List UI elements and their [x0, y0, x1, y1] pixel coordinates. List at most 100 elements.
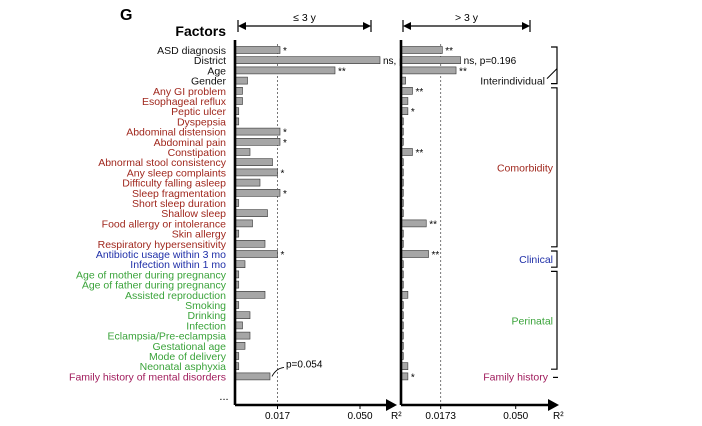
bar	[234, 76, 248, 85]
bar	[234, 372, 271, 381]
significance-label: *	[283, 138, 287, 149]
factor-label: Shallow sleep	[161, 208, 226, 220]
significance-label: ns, p=0.196	[464, 56, 517, 67]
factor-label: Age of father during pregnancy	[82, 280, 227, 292]
factor-label: Any sleep complaints	[127, 167, 226, 179]
factor-label: ASD diagnosis	[157, 45, 226, 57]
factor-label: Food allergy or intolerance	[102, 218, 226, 230]
group-bracket	[551, 270, 558, 370]
bar	[234, 127, 281, 136]
factor-label: Age of mother during pregnancy	[76, 269, 227, 281]
factor-label: Assisted reproduction	[125, 290, 226, 302]
x-axis-label: R²	[553, 411, 564, 422]
factor-label: Smoking	[185, 300, 226, 312]
factor-label: Abnormal stool consistency	[98, 157, 227, 169]
bar	[234, 209, 268, 217]
significance-label: **	[415, 87, 423, 98]
bar	[234, 66, 336, 75]
x-axis-label: R²	[391, 411, 402, 422]
x-tick-label: 0.050	[503, 411, 528, 422]
group-label: Clinical	[519, 254, 553, 266]
bar	[234, 56, 381, 65]
factor-label: Esophageal reflux	[142, 96, 227, 108]
bar	[234, 219, 253, 228]
factor-label: Short sleep duration	[132, 198, 226, 210]
factor-label: Respiratory hypersensitivity	[98, 239, 227, 251]
x-axis-arrow	[386, 399, 397, 411]
factor-label: Gestational age	[152, 341, 226, 353]
factor-label: Eclampsia/Pre-eclampsia	[108, 331, 227, 343]
group-bracket	[551, 46, 558, 85]
callout-label: p=0.054	[286, 359, 323, 370]
factor-label: Any GI problem	[153, 86, 226, 98]
bar	[234, 240, 266, 248]
x-tick-label: 0.017	[265, 411, 290, 422]
bar	[400, 66, 457, 75]
bar	[234, 138, 281, 146]
significance-label: *	[281, 168, 285, 179]
panel-label: G	[120, 7, 132, 24]
significance-label: **	[415, 148, 423, 159]
significance-label: **	[429, 219, 437, 230]
callout-line	[271, 366, 285, 377]
group-brackets: Interindividual Comorbidity Clinical Perina…	[480, 46, 558, 383]
factor-label: Family history of mental disorders	[69, 371, 226, 383]
arrow-head-right	[522, 22, 530, 30]
factor-label: Age	[207, 65, 226, 77]
factor-label: Sleep fragmentation	[132, 188, 226, 200]
factor-label: Drinking	[187, 310, 226, 322]
panel-title: ≤ 3 y	[293, 12, 316, 24]
factor-label: Gender	[191, 76, 227, 88]
panel-title: > 3 y	[455, 12, 479, 24]
factor-label: Skin allergy	[172, 229, 227, 241]
bar	[234, 311, 251, 320]
bar	[234, 250, 278, 258]
bar	[234, 178, 261, 187]
factor-label: Difficulty falling asleep	[122, 178, 226, 190]
group-label: Perinatal	[512, 315, 553, 327]
bar	[400, 219, 427, 228]
significance-label: *	[281, 250, 285, 261]
group-label: Family history	[483, 371, 549, 383]
group-bracket	[551, 87, 558, 248]
bar	[400, 87, 413, 95]
arrow-head-left	[238, 22, 246, 30]
factor-label: Neonatal asphyxia	[140, 361, 227, 373]
significance-label: **	[432, 250, 440, 261]
bar	[234, 331, 251, 340]
bar	[234, 189, 281, 197]
group-label: Interindividual	[480, 76, 545, 88]
factor-label: Abdominal distension	[126, 127, 226, 139]
bar	[234, 46, 281, 54]
bar	[234, 260, 246, 269]
x-tick-label: 0.050	[347, 411, 372, 422]
factor-label: Mode of delivery	[149, 351, 227, 363]
bar	[234, 158, 273, 166]
factor-label: Antibiotic usage within 3 mo	[96, 249, 226, 261]
panel-gt-3y: > 3 y**ns, p=0.196************0.0173 0.05…	[399, 12, 564, 422]
significance-label: **	[338, 66, 346, 77]
arrow-head-right	[363, 22, 371, 30]
significance-label: *	[283, 189, 287, 200]
bar	[400, 250, 429, 258]
factor-label: District	[194, 55, 226, 67]
factor-label: Peptic ulcer	[171, 106, 226, 118]
bar	[400, 46, 443, 54]
factor-label: Infection within 1 mo	[130, 259, 226, 271]
significance-label: *	[411, 107, 415, 118]
factors-title: Factors	[175, 23, 226, 39]
group-label: Comorbidity	[497, 162, 554, 174]
panel-le-3y: ≤ 3 y*ns, p=0.981*******p=0.0540.0170.05…	[233, 12, 436, 422]
significance-label: **	[459, 66, 467, 77]
significance-label: *	[283, 128, 287, 139]
factor-label: Dyspepsia	[177, 116, 226, 128]
group-connector	[546, 68, 558, 79]
significance-label: *	[283, 46, 287, 57]
significance-label: *	[411, 372, 415, 383]
factor-label: Abdominal pain	[154, 137, 227, 149]
bar	[234, 168, 278, 177]
group-bracket	[551, 250, 558, 268]
factor-label: Constipation	[168, 147, 227, 159]
